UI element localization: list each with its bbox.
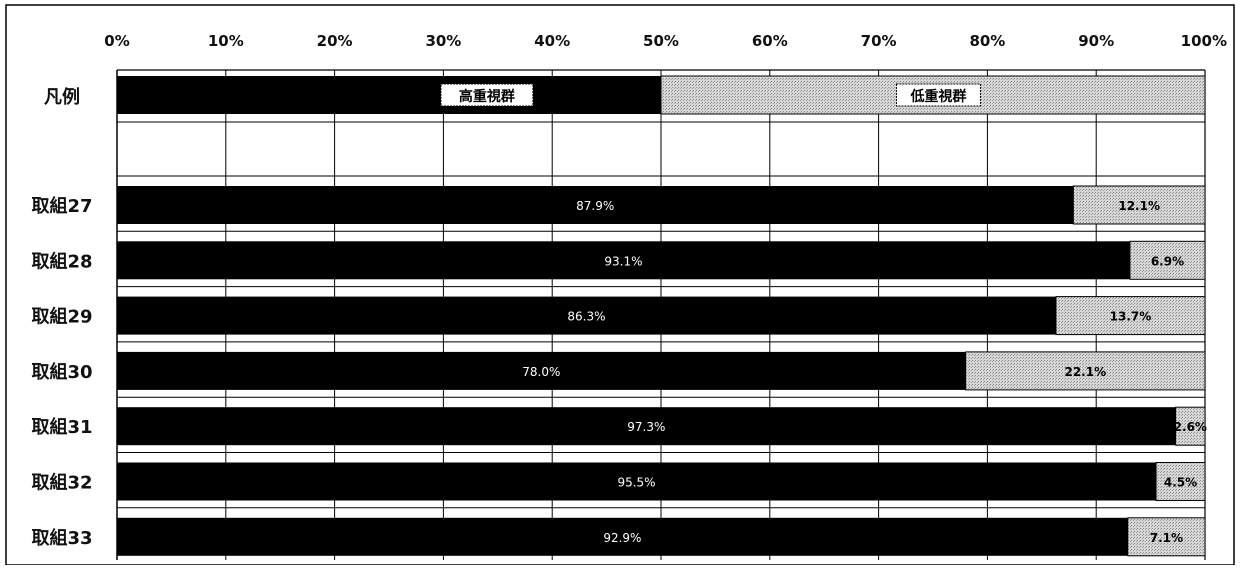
legend-key-high-label: 高重視群	[459, 88, 515, 105]
x-tick-label: 10%	[208, 32, 244, 50]
data-label-high: 97.3%	[627, 420, 665, 434]
data-label-low: 4.5%	[1164, 476, 1197, 490]
x-tick-label: 80%	[969, 32, 1005, 50]
data-label-high: 95.5%	[617, 476, 655, 490]
category-label: 取組28	[31, 250, 92, 272]
category-label: 取組30	[31, 361, 92, 383]
x-tick-label: 40%	[534, 32, 570, 50]
x-tick-label: 20%	[317, 32, 353, 50]
data-label-low: 13.7%	[1110, 310, 1152, 324]
legend-key-low-label: 低重視群	[909, 88, 966, 105]
category-label: 取組33	[31, 527, 92, 549]
category-label: 取組29	[31, 306, 92, 328]
bar-low	[1072, 185, 1206, 225]
data-label-high: 87.9%	[576, 199, 614, 213]
x-tick-label: 70%	[861, 32, 897, 50]
data-label-low: 6.9%	[1151, 254, 1184, 268]
x-tick-label: 50%	[643, 32, 679, 50]
data-label-high: 86.3%	[567, 310, 605, 324]
category-label: 取組32	[31, 472, 92, 494]
x-tick-label: 60%	[752, 32, 788, 50]
category-label: 取組27	[31, 195, 92, 217]
bar-low	[1175, 406, 1206, 446]
data-label-low: 12.1%	[1118, 199, 1160, 213]
category-label: 取組31	[31, 416, 92, 438]
bar-high	[117, 351, 966, 390]
bar-high	[117, 186, 1074, 224]
data-label-low: 7.1%	[1150, 531, 1183, 545]
x-tick-label: 0%	[104, 32, 129, 50]
bar-high	[117, 462, 1157, 501]
legend-key-low-box	[895, 83, 981, 107]
legend-key-high-box	[440, 83, 534, 107]
bar-high	[117, 296, 1056, 335]
bar-low	[1155, 462, 1206, 501]
x-tick-label: 100%	[1181, 32, 1227, 50]
x-tick-label: 30%	[425, 32, 461, 50]
data-label-high: 92.9%	[603, 531, 641, 545]
bar-low	[1055, 296, 1206, 336]
bar-low	[965, 351, 1206, 391]
data-label-high: 93.1%	[604, 254, 642, 268]
data-label-low: 2.6%	[1174, 420, 1207, 434]
data-label-high: 78.0%	[522, 365, 560, 379]
bar-high	[117, 241, 1130, 280]
data-label-low: 22.1%	[1064, 365, 1106, 379]
legend-bar-high	[117, 76, 661, 114]
bar-low	[1127, 517, 1206, 557]
bar-high	[117, 407, 1176, 446]
legend-row-label: 凡例	[44, 86, 80, 108]
bar-high	[117, 517, 1128, 556]
bar-low	[1129, 240, 1206, 280]
x-tick-label: 90%	[1078, 32, 1114, 50]
